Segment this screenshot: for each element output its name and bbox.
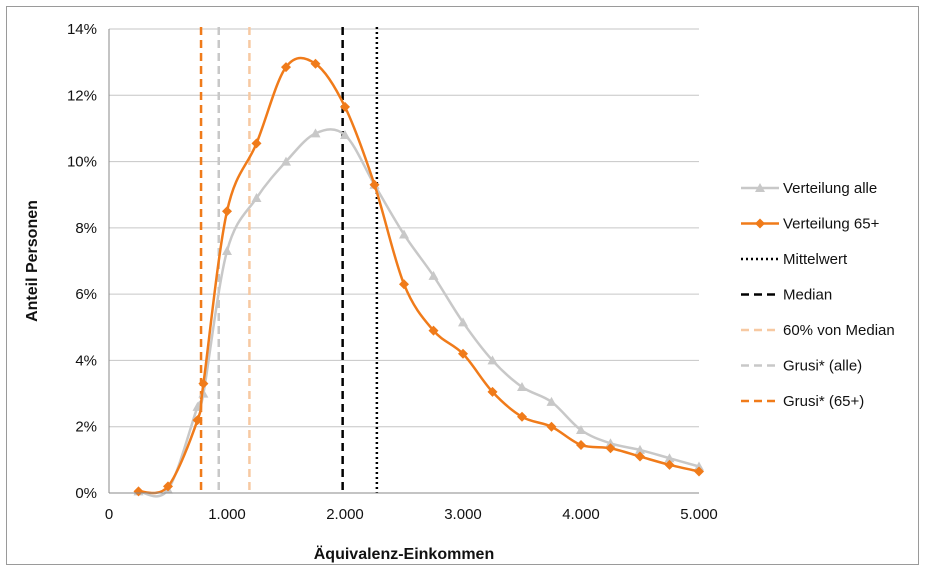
data-point — [487, 355, 498, 365]
y-tick-label: 0% — [75, 485, 97, 502]
legend-label: Verteilung 65+ — [783, 216, 880, 233]
series-line — [138, 128, 700, 498]
data-point — [222, 246, 232, 256]
series-line — [138, 56, 700, 495]
data-point — [755, 218, 765, 229]
legend-label: Grusi* (alle) — [783, 358, 862, 375]
y-tick-labels: 0% 2% 4% 6% 8% 10% 12% 14% — [67, 21, 97, 502]
data-point — [222, 206, 232, 217]
data-point — [251, 193, 262, 203]
data-point — [576, 425, 586, 435]
x-tick-label: 0 — [105, 506, 113, 523]
data-point — [694, 461, 704, 471]
data-point — [605, 443, 616, 454]
x-tick-label: 1.000 — [208, 506, 246, 523]
data-point — [399, 229, 409, 239]
legend-label: Grusi* (65+) — [783, 393, 864, 410]
x-tick-labels: 0 1.000 2.000 3.000 4.000 5.000 — [105, 506, 718, 523]
data-point — [664, 453, 675, 463]
data-point — [428, 325, 439, 336]
data-point — [458, 317, 468, 327]
x-tick-label: 5.000 — [680, 506, 718, 523]
data-point — [605, 438, 616, 448]
data-point — [198, 378, 209, 389]
legend-label: Verteilung alle — [783, 180, 877, 197]
legend-item: Verteilung 65+ — [741, 216, 880, 233]
data-point — [399, 279, 409, 290]
data-point — [281, 62, 291, 73]
legend: Verteilung alle Verteilung 65+ Mittelwert M… — [741, 180, 895, 410]
chart-frame: 0 1.000 2.000 3.000 4.000 5.000 0% 2% 4% 6% 8% 10%… — [6, 6, 919, 565]
data-point — [694, 466, 704, 477]
y-tick-label: 6% — [75, 286, 97, 303]
gridlines — [109, 28, 699, 428]
data-point — [192, 415, 203, 426]
data-point — [546, 396, 557, 406]
line-chart: 0 1.000 2.000 3.000 4.000 5.000 0% 2% 4% 6% 8% 10%… — [24, 21, 895, 563]
y-tick-label: 4% — [75, 352, 97, 369]
data-point — [281, 156, 291, 166]
legend-item: Median — [741, 287, 832, 304]
data-point — [664, 459, 675, 470]
axes — [108, 29, 699, 494]
y-tick-label: 8% — [75, 220, 97, 237]
legend-item: 60% von Median — [741, 322, 895, 339]
data-point — [163, 481, 173, 492]
y-tick-label: 10% — [67, 154, 97, 171]
data-point — [133, 486, 144, 497]
data-point — [517, 381, 527, 391]
data-point — [517, 411, 527, 422]
x-tick-label: 3.000 — [444, 506, 482, 523]
legend-label: Median — [783, 287, 832, 304]
data-point — [635, 444, 645, 454]
data-point — [340, 130, 350, 140]
data-point — [487, 386, 498, 397]
data-point — [458, 348, 468, 359]
data-point — [546, 421, 557, 432]
x-axis-title: Äquivalenz-Einkommen — [314, 545, 494, 563]
y-tick-label: 12% — [67, 87, 97, 104]
data-point — [428, 270, 439, 280]
y-tick-label: 14% — [67, 21, 97, 38]
series-group — [133, 56, 704, 497]
data-point — [251, 138, 262, 149]
data-point — [340, 101, 350, 112]
data-point — [310, 58, 321, 69]
legend-item: Grusi* (alle) — [741, 358, 862, 375]
legend-label: 60% von Median — [783, 322, 895, 339]
data-point — [369, 179, 380, 190]
x-tick-label: 2.000 — [326, 506, 364, 523]
data-point — [755, 183, 765, 192]
legend-item: Verteilung alle — [741, 180, 877, 197]
legend-item: Grusi* (65+) — [741, 393, 864, 410]
reference-lines — [199, 27, 379, 493]
series-lines — [133, 56, 704, 498]
data-point — [635, 451, 645, 462]
data-point — [576, 439, 586, 450]
legend-label: Mittelwert — [783, 251, 848, 268]
x-tick-label: 4.000 — [562, 506, 600, 523]
data-point — [310, 128, 321, 138]
y-axis-title: Anteil Personen — [24, 200, 41, 322]
legend-item: Mittelwert — [741, 251, 848, 268]
y-tick-label: 2% — [75, 419, 97, 436]
